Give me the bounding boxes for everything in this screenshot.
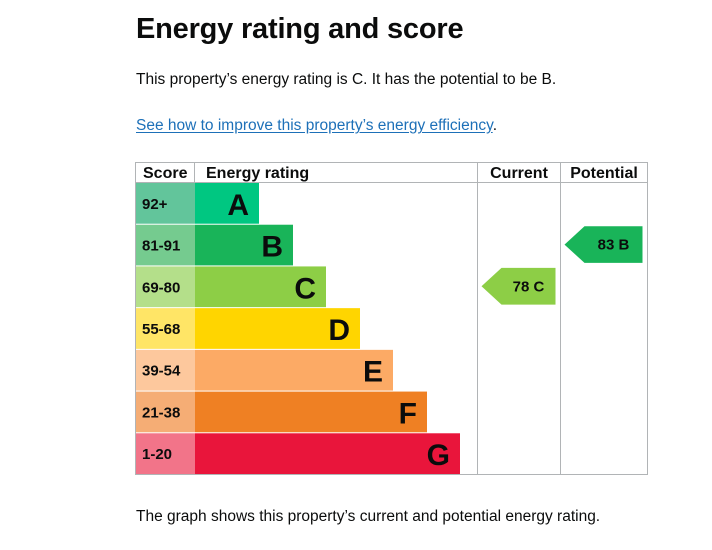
potential-rating-label: 83 B [598, 237, 630, 254]
score-label-c: 69-80 [142, 279, 180, 296]
band-letter-d: D [328, 314, 350, 347]
band-letter-f: F [399, 397, 417, 430]
rating-summary: This property’s energy rating is C. It h… [136, 71, 557, 88]
band-bar-f [195, 391, 427, 433]
chart-caption: The graph shows this property’s current … [136, 508, 601, 525]
band-bar-d [195, 308, 360, 349]
score-cell-c [136, 266, 195, 308]
header-current: Current [490, 165, 548, 182]
score-label-a: 92+ [142, 196, 168, 213]
score-cell-f [136, 391, 195, 433]
link-suffix: . [492, 117, 497, 134]
score-label-d: 55-68 [142, 321, 180, 338]
score-cell-a [136, 183, 195, 224]
score-cell-e [136, 349, 195, 391]
band-letter-e: E [363, 356, 383, 389]
band-bar-e [195, 349, 393, 391]
score-label-f: 21-38 [142, 404, 180, 421]
improve-link-paragraph: See how to improve this property’s energ… [136, 116, 497, 136]
score-label-g: 1-20 [142, 446, 172, 463]
band-bar-c [195, 266, 326, 308]
header-energy-rating: Energy rating [206, 165, 309, 182]
header-potential: Potential [570, 165, 638, 182]
chart-frame [135, 162, 648, 475]
score-label-b: 81-91 [142, 238, 180, 255]
band-bar-b [195, 224, 293, 266]
band-bar-g [195, 433, 460, 474]
score-label-e: 39-54 [142, 363, 181, 380]
score-cell-g [136, 433, 195, 474]
band-bar-a [195, 183, 259, 224]
band-letter-b: B [261, 231, 283, 264]
band-letter-c: C [294, 272, 316, 305]
score-cell-d [136, 308, 195, 349]
band-letter-a: A [227, 189, 249, 222]
header-score: Score [143, 165, 188, 182]
score-cell-b [136, 224, 195, 266]
band-letter-g: G [427, 439, 450, 472]
potential-arrow [564, 226, 643, 263]
page-title: Energy rating and score [136, 13, 464, 45]
current-rating-label: 78 C [513, 278, 545, 295]
current-arrow [481, 267, 556, 305]
improve-energy-efficiency-link[interactable]: See how to improve this property’s energ… [136, 117, 493, 134]
